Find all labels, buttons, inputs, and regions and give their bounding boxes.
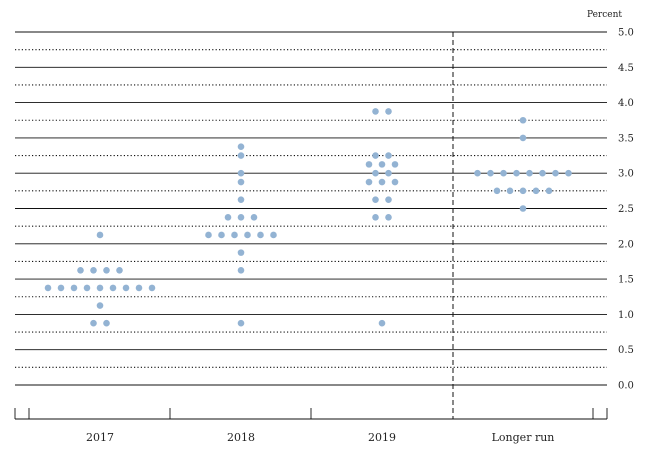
dot [205, 231, 212, 239]
dot [103, 266, 110, 274]
x-category-label: 2017 [86, 431, 114, 444]
dot [526, 169, 533, 177]
dot [519, 187, 527, 195]
dot [250, 214, 258, 221]
dot [552, 169, 559, 177]
y-tick-label: 3.5 [618, 133, 634, 144]
dot [519, 205, 527, 212]
x-axis: 2017 2018 2019 Longer run [14, 32, 608, 444]
y-tick-label: 1.5 [618, 275, 634, 286]
dot [519, 116, 527, 124]
dot [385, 196, 392, 203]
y-tick-label: 0.5 [618, 345, 634, 356]
dot [474, 169, 481, 177]
dot [565, 169, 572, 177]
dot [391, 161, 399, 168]
dot [365, 178, 373, 186]
dot [224, 214, 232, 221]
y-tick-label: 4.0 [618, 98, 634, 109]
dot [506, 187, 514, 195]
dot [385, 152, 392, 159]
dot [372, 196, 379, 203]
dot [372, 169, 379, 177]
dot [57, 284, 65, 292]
dot [237, 143, 245, 151]
dot [237, 214, 245, 221]
dot [96, 231, 104, 239]
dot [44, 284, 52, 292]
x-category-label: 2018 [227, 431, 255, 444]
dot [385, 214, 392, 221]
dot [77, 266, 84, 274]
dot [231, 231, 238, 239]
dot [545, 187, 553, 195]
y-tick-label: 2.0 [618, 239, 634, 250]
dots-layer [44, 108, 572, 327]
gridlines [15, 31, 607, 386]
dot [385, 108, 392, 115]
dot [372, 214, 379, 221]
dot [270, 231, 277, 239]
dot [122, 284, 130, 292]
dot [391, 178, 399, 186]
dot [385, 169, 392, 177]
dot [237, 169, 245, 177]
dot [237, 266, 245, 274]
y-tick-label: 5.0 [618, 28, 634, 39]
dot [500, 169, 507, 177]
dot [519, 134, 527, 142]
dot [513, 169, 520, 177]
dot [96, 302, 104, 309]
dot [487, 169, 494, 177]
dot [539, 169, 546, 177]
dot [135, 284, 143, 292]
dot [96, 284, 104, 292]
dot [218, 231, 225, 239]
dot [532, 187, 540, 195]
x-category-label: Longer run [492, 431, 555, 444]
dot [244, 231, 251, 239]
dot [257, 231, 264, 239]
dot [109, 284, 117, 292]
dot [148, 284, 156, 292]
dot [372, 152, 379, 159]
dot [237, 249, 245, 256]
y-tick-label: 3.0 [618, 169, 634, 180]
dot [90, 319, 97, 327]
y-tick-label: 4.5 [618, 63, 634, 74]
dot [237, 319, 245, 327]
dot [378, 161, 386, 168]
y-tick-label: 2.5 [618, 204, 634, 215]
dot [116, 266, 123, 274]
dot [90, 266, 97, 274]
dot [70, 284, 78, 292]
x-category-label: 2019 [368, 431, 396, 444]
dot [378, 319, 386, 327]
dot [378, 178, 386, 186]
unit-label: Percent [587, 10, 622, 20]
dot [103, 319, 110, 327]
y-tick-label: 0.0 [618, 381, 634, 392]
dot [237, 196, 245, 203]
dot [365, 161, 373, 168]
y-axis-ticks: 0.0 0.5 1.0 1.5 2.0 2.5 3.0 3.5 4.0 4.5 5.0 [618, 28, 634, 392]
y-tick-label: 1.0 [618, 310, 634, 321]
dot [237, 178, 245, 186]
dot [493, 187, 501, 195]
dot [83, 284, 91, 292]
dot [237, 152, 245, 159]
dot [372, 108, 379, 115]
